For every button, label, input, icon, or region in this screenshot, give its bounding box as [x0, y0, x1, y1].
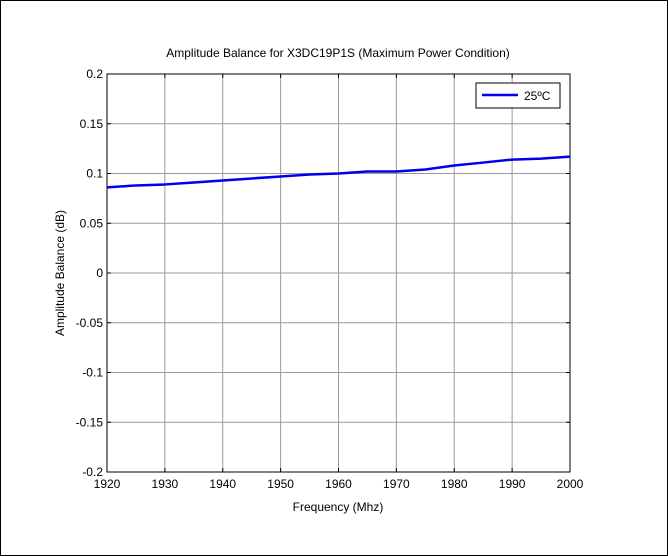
- x-tick-label: 1970: [383, 477, 410, 491]
- series-line: [106, 155, 571, 189]
- legend-label: 25ºC: [524, 89, 551, 103]
- series-layer: [106, 155, 571, 189]
- chart-title: Amplitude Balance for X3DC19P1S (Maximum…: [166, 46, 509, 60]
- x-tick-label: 1960: [325, 477, 352, 491]
- tick-marks: [106, 73, 571, 473]
- y-tick-label: 0.15: [80, 117, 104, 131]
- legend: 25ºC: [475, 82, 561, 109]
- y-tick-label: 0.1: [86, 167, 103, 181]
- x-tick-label: 1980: [441, 477, 468, 491]
- y-tick-label: -0.2: [82, 465, 103, 479]
- y-axis-label: Amplitude Balance (dB): [53, 210, 67, 336]
- y-tick-label: -0.15: [76, 415, 104, 429]
- x-tick-label: 1950: [267, 477, 294, 491]
- y-tick-label: 0.05: [80, 216, 104, 230]
- grid-lines: [106, 73, 571, 473]
- y-tick-label: -0.05: [76, 316, 104, 330]
- y-tick-label: 0: [96, 266, 103, 280]
- x-tick-label: 1940: [209, 477, 236, 491]
- x-tick-labels: 1920 1930 1940 1950 1960 1970 1980 1990 2000: [94, 477, 584, 491]
- x-tick-label: 2000: [557, 477, 584, 491]
- x-axis-label: Frequency (Mhz): [293, 500, 384, 514]
- y-tick-labels: -0.2 -0.15 -0.1 -0.05 0 0.05 0.1 0.15 0.2: [76, 67, 104, 479]
- y-tick-label: 0.2: [86, 67, 103, 81]
- x-tick-label: 1990: [499, 477, 526, 491]
- x-tick-label: 1920: [94, 477, 121, 491]
- y-tick-label: -0.1: [82, 366, 103, 380]
- x-tick-label: 1930: [152, 477, 179, 491]
